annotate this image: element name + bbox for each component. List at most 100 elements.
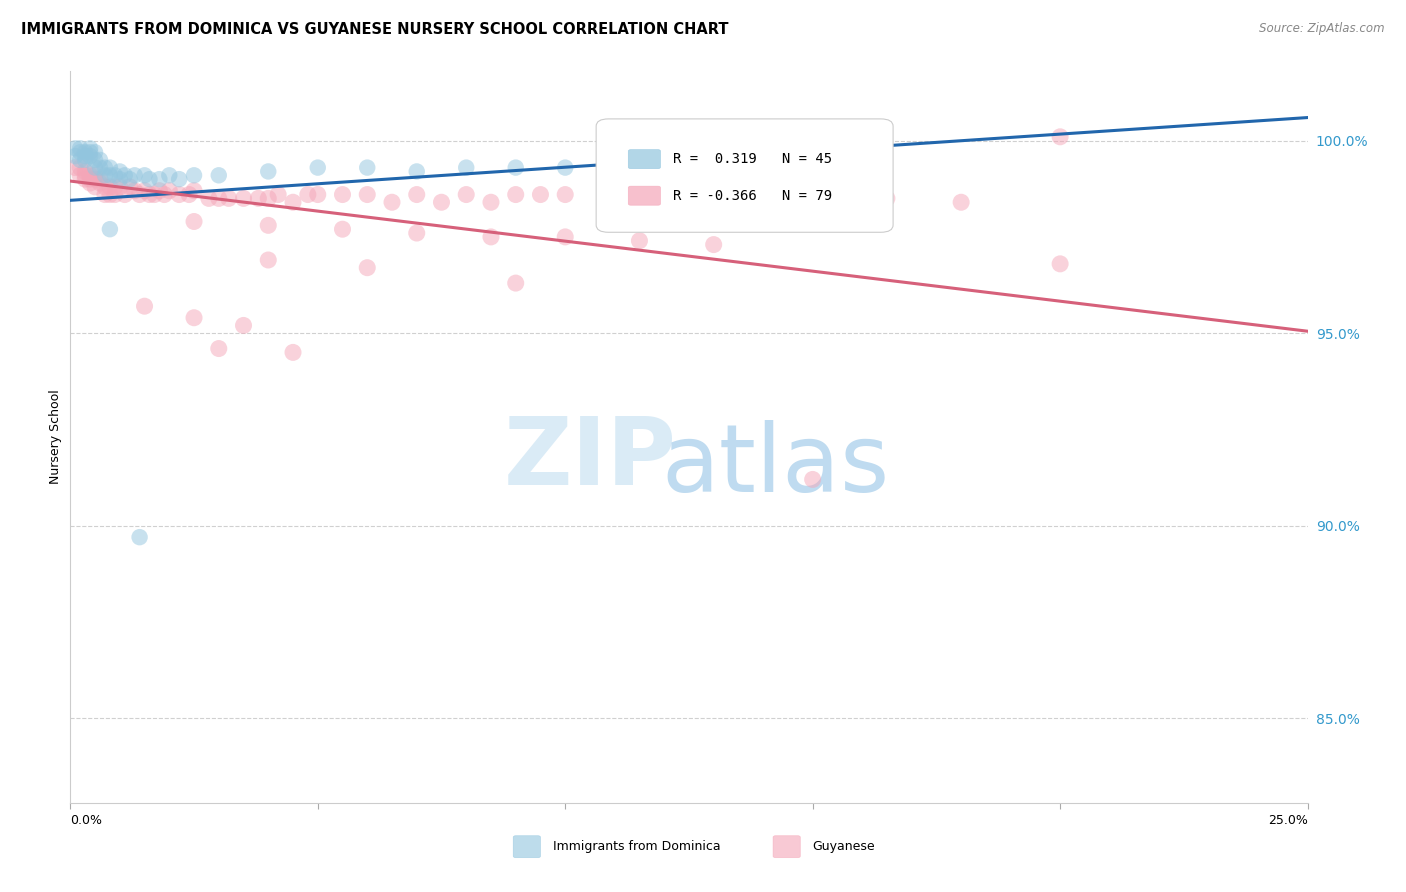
Point — [79, 176, 101, 190]
Point — [79, 145, 101, 160]
Point — [257, 219, 280, 233]
Point — [108, 164, 131, 178]
Point — [529, 187, 551, 202]
Point — [554, 187, 576, 202]
Point — [108, 179, 131, 194]
Point — [89, 153, 111, 167]
Point — [628, 234, 651, 248]
Point — [208, 169, 231, 183]
Point — [257, 252, 280, 267]
Point — [84, 179, 107, 194]
Point — [94, 187, 117, 202]
Point — [703, 191, 725, 205]
Point — [148, 172, 170, 186]
Point — [94, 179, 117, 194]
FancyBboxPatch shape — [628, 150, 661, 169]
Point — [89, 176, 111, 190]
Point — [183, 169, 205, 183]
Point — [65, 149, 87, 163]
Point — [208, 191, 231, 205]
Point — [138, 172, 160, 186]
Point — [143, 187, 166, 202]
Point — [118, 172, 141, 186]
FancyBboxPatch shape — [596, 119, 893, 232]
Point — [405, 226, 427, 240]
Point — [84, 153, 107, 167]
Point — [208, 342, 231, 356]
Point — [65, 161, 87, 175]
Point — [69, 153, 91, 167]
Point — [257, 191, 280, 205]
Point — [950, 195, 973, 210]
Point — [75, 169, 97, 183]
Point — [218, 191, 240, 205]
Point — [183, 184, 205, 198]
Point — [183, 310, 205, 325]
Point — [75, 145, 97, 160]
Point — [267, 187, 290, 202]
Point — [703, 237, 725, 252]
Point — [505, 276, 527, 290]
Point — [84, 169, 107, 183]
Point — [801, 472, 824, 486]
Point — [69, 141, 91, 155]
Point — [456, 161, 478, 175]
Point — [69, 145, 91, 160]
Point — [356, 187, 378, 202]
Point — [177, 187, 200, 202]
Point — [505, 161, 527, 175]
Point — [157, 184, 180, 198]
Point — [134, 184, 156, 198]
Point — [281, 345, 304, 359]
Point — [479, 230, 502, 244]
Point — [75, 172, 97, 186]
Point — [153, 187, 176, 202]
Point — [84, 145, 107, 160]
Point — [1049, 257, 1071, 271]
Point — [405, 187, 427, 202]
Point — [69, 161, 91, 175]
Y-axis label: Nursery School: Nursery School — [49, 390, 62, 484]
Point — [297, 187, 319, 202]
Point — [603, 191, 626, 205]
Point — [257, 164, 280, 178]
Point — [98, 169, 121, 183]
Point — [479, 195, 502, 210]
Point — [108, 172, 131, 186]
Point — [167, 187, 190, 202]
Point — [381, 195, 404, 210]
Point — [104, 169, 127, 183]
Point — [456, 187, 478, 202]
Point — [94, 161, 117, 175]
Point — [75, 149, 97, 163]
FancyBboxPatch shape — [773, 836, 800, 858]
Point — [75, 164, 97, 178]
Point — [281, 195, 304, 210]
Point — [148, 184, 170, 198]
FancyBboxPatch shape — [513, 836, 540, 858]
Point — [65, 141, 87, 155]
Point — [75, 153, 97, 167]
Point — [104, 179, 127, 194]
Text: 25.0%: 25.0% — [1268, 814, 1308, 828]
Point — [98, 161, 121, 175]
Point — [84, 172, 107, 186]
Point — [118, 179, 141, 194]
Point — [124, 169, 146, 183]
Point — [167, 172, 190, 186]
Point — [1049, 129, 1071, 144]
Point — [94, 169, 117, 183]
Point — [332, 222, 354, 236]
Point — [652, 187, 675, 202]
Point — [851, 161, 873, 175]
Point — [628, 157, 651, 171]
Point — [554, 230, 576, 244]
Text: IMMIGRANTS FROM DOMINICA VS GUYANESE NURSERY SCHOOL CORRELATION CHART: IMMIGRANTS FROM DOMINICA VS GUYANESE NUR… — [21, 22, 728, 37]
Point — [114, 187, 136, 202]
Point — [232, 191, 254, 205]
FancyBboxPatch shape — [628, 186, 661, 205]
Text: 0.0%: 0.0% — [70, 814, 103, 828]
Point — [356, 161, 378, 175]
Point — [157, 169, 180, 183]
Point — [124, 184, 146, 198]
